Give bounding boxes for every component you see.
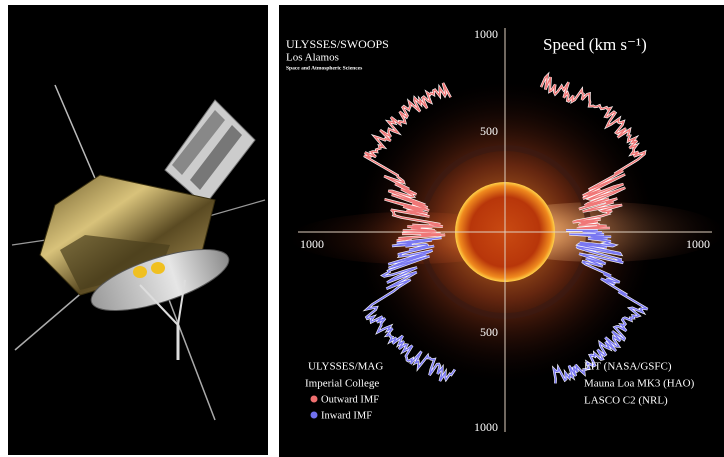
axis-label: 500 <box>480 325 498 339</box>
institution: Los Alamos <box>286 52 339 64</box>
speed-trace <box>552 229 648 384</box>
strut <box>139 284 179 326</box>
thruster <box>133 266 147 278</box>
spacecraft-body <box>60 235 170 290</box>
quantity-label: Speed (km s⁻¹) <box>543 35 647 54</box>
credit: LASCO C2 (NRL) <box>584 395 668 407</box>
speed-trace <box>364 237 456 382</box>
mag-title: ULYSSES/MAG <box>308 361 383 373</box>
speed-traces <box>362 71 649 384</box>
strut <box>177 279 186 326</box>
credit: EIT (NASA/GSFC) <box>584 361 672 373</box>
instrument-boom <box>190 125 242 190</box>
legend-swatch <box>310 395 318 403</box>
antenna <box>54 84 101 191</box>
legend-entry: Outward IMF <box>321 394 379 405</box>
axis-label: 1000 <box>474 27 498 41</box>
speed-trace <box>540 73 646 230</box>
polar-panel: ULYSSES/SWOOPS Los Alamos Space and Atmo… <box>279 5 724 457</box>
credit: Mauna Loa MK3 (HAO) <box>584 378 695 390</box>
antenna-dish <box>90 248 230 312</box>
axis-label: 1000 <box>300 237 324 251</box>
axis-label: 1000 <box>686 237 710 251</box>
legend-swatch <box>310 411 318 419</box>
thruster <box>151 262 165 274</box>
axis-label: 500 <box>480 124 498 138</box>
legend-entry: Inward IMF <box>321 410 372 421</box>
speed-trace <box>363 82 452 242</box>
instrument-boom <box>172 110 225 175</box>
instrument-title: ULYSSES/SWOOPS <box>286 37 389 51</box>
division: Space and Atmospheric Sciences <box>286 65 362 71</box>
axis-label: 1000 <box>474 420 498 434</box>
antenna <box>14 289 86 351</box>
mag-institution: Imperial College <box>305 378 379 390</box>
spacecraft-panel <box>8 5 268 455</box>
